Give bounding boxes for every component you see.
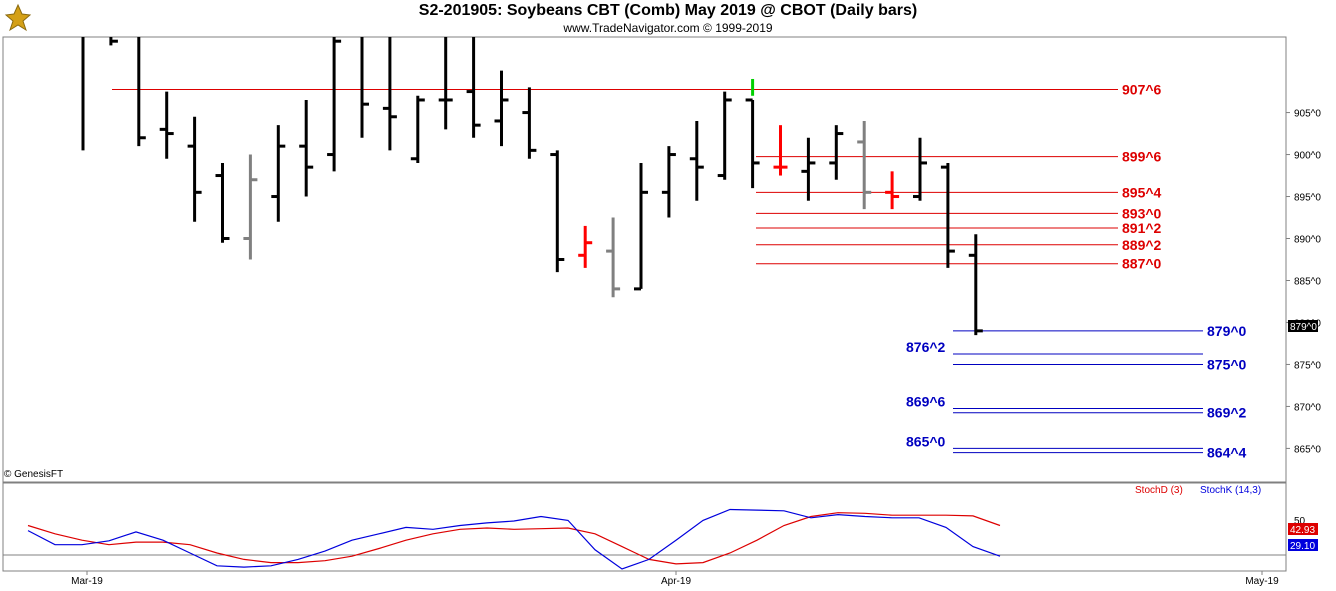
support-label: 869^6 (906, 394, 946, 410)
stoch-d-last-value: 42.93 (1290, 525, 1315, 536)
stoch-d-legend: StochD (3) (1135, 485, 1183, 496)
stoch-k-line (27, 508, 1001, 570)
price-panel[interactable] (2, 36, 1287, 483)
resistance-label: 899^6 (1122, 149, 1162, 165)
y-tick-label: 900^0 (1294, 151, 1321, 162)
x-tick-label: Apr-19 (661, 576, 691, 587)
x-axis-ticks-layer: Mar-19 Apr-19 May-19 (71, 571, 1279, 587)
resistance-label: 891^2 (1122, 220, 1162, 236)
y-axis-ticks-layer: 905^0900^0895^0890^0885^0880^0875^0870^0… (1286, 109, 1321, 455)
support-label: 869^2 (1207, 405, 1247, 421)
stochastic-layer (27, 508, 1001, 570)
support-label: 879^0 (1207, 323, 1247, 339)
chart-subtitle: www.TradeNavigator.com © 1999-2019 (563, 21, 773, 35)
last-price-tag-bg (1288, 320, 1318, 332)
resistance-label: 889^2 (1122, 237, 1162, 253)
y-tick-label: 875^0 (1294, 360, 1321, 371)
y-tick-label: 890^0 (1294, 235, 1321, 246)
stoch-y-tick-50: 50 (1294, 516, 1306, 527)
y-tick-label: 870^0 (1294, 402, 1321, 413)
support-label: 864^4 (1207, 445, 1247, 461)
stoch-d-last-bg (1288, 523, 1318, 535)
x-tick-label: May-19 (1245, 576, 1279, 587)
stoch-panel[interactable] (2, 482, 1287, 572)
y-tick-label: 905^0 (1294, 109, 1321, 120)
y-tick-label: 865^0 (1294, 444, 1321, 455)
price-bars-layer (81, 37, 983, 336)
y-tick-label: 885^0 (1294, 276, 1321, 287)
resistance-label: 895^4 (1122, 184, 1162, 200)
support-label: 865^0 (906, 433, 946, 449)
stoch-k-last-bg (1288, 539, 1318, 551)
resistance-label: 893^0 (1122, 205, 1162, 221)
support-label: 876^2 (906, 339, 946, 355)
y-tick-label: 895^0 (1294, 193, 1321, 204)
chart-title: S2-201905: Soybeans CBT (Comb) May 2019 … (418, 2, 918, 19)
resistance-label: 887^0 (1122, 256, 1162, 272)
stoch-d-line (27, 512, 1001, 565)
support-label: 875^0 (1207, 356, 1247, 372)
last-price-tag: 879^0 (1290, 322, 1317, 333)
copyright-text: © GenesisFT (4, 469, 64, 480)
stoch-k-last-value: 29.10 (1290, 541, 1315, 552)
resistance-label: 907^6 (1122, 81, 1162, 97)
x-tick-label: Mar-19 (71, 576, 103, 587)
genesis-logo (2, 2, 34, 34)
stoch-k-legend: StochK (14,3) (1200, 485, 1261, 496)
